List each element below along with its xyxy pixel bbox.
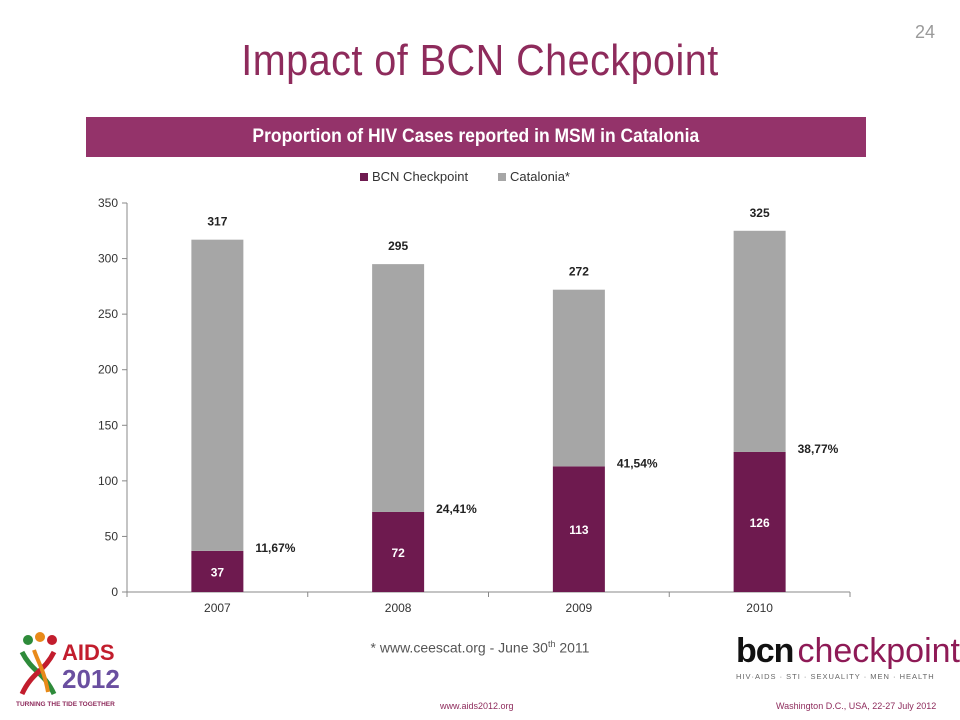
legend-label: Catalonia*	[510, 169, 570, 184]
bar-catalonia	[191, 239, 244, 551]
y-tick-label: 0	[111, 585, 118, 599]
y-tick-label: 250	[98, 307, 118, 321]
footer-location: Washington D.C., USA, 22-27 July 2012	[776, 701, 937, 711]
percent-label: 41,54%	[617, 456, 658, 470]
footer-website[interactable]: www.aids2012.org	[440, 701, 514, 711]
bcn-strong-text: bcn	[736, 632, 794, 670]
bar-catalonia	[552, 289, 605, 467]
y-tick-label: 300	[98, 252, 118, 266]
bcn-light-text: checkpoint	[797, 632, 960, 670]
legend-swatch	[498, 173, 506, 181]
aids-year-text: 2012	[62, 664, 120, 694]
aids-main-text: AIDS	[62, 640, 115, 665]
chart-title: Proportion of HIV Cases reported in MSM …	[252, 126, 700, 147]
total-value-label: 295	[388, 239, 408, 253]
bar-catalonia	[372, 264, 425, 512]
x-tick-label: 2008	[385, 601, 412, 615]
legend-swatch	[360, 173, 368, 181]
bcn-checkpoint-logo: bcn checkpoint HIV·AIDS · STI · SEXUALITY…	[736, 632, 960, 681]
bcn-tagline: HIV·AIDS · STI · SEXUALITY · MEN · HEALT…	[736, 672, 935, 681]
footnote-sup: th	[547, 639, 556, 649]
percent-label: 38,77%	[798, 442, 839, 456]
bcn-value-label: 113	[569, 523, 589, 537]
x-tick-label: 2007	[204, 601, 231, 615]
y-tick-label: 350	[98, 196, 118, 210]
x-tick-label: 2010	[746, 601, 773, 615]
footnote-main: * www.ceescat.org - June 30	[370, 639, 548, 656]
bcn-value-label: 72	[391, 546, 405, 560]
x-tick-label: 2009	[566, 601, 593, 615]
bar-catalonia	[733, 230, 786, 452]
footnote-year: 2011	[555, 639, 590, 656]
aids-2012-logo: AIDS 2012 TURNING THE TIDE TOGETHER	[14, 632, 124, 710]
ribbon-people-icon: AIDS 2012 TURNING THE TIDE TOGETHER	[16, 632, 120, 708]
total-value-label: 317	[207, 215, 227, 229]
percent-label: 11,67%	[255, 541, 295, 555]
bar-bcn-checkpoint	[191, 550, 244, 592]
y-tick-label: 200	[98, 363, 118, 377]
bar-bcn-checkpoint	[372, 511, 425, 592]
bcn-value-label: 37	[211, 565, 225, 579]
bcn-value-label: 126	[750, 516, 770, 530]
bar-bcn-checkpoint	[733, 451, 786, 592]
footnote: * www.ceescat.org - June 30th 2011	[0, 639, 960, 656]
total-value-label: 272	[569, 265, 589, 279]
percent-label: 24,41%	[436, 502, 477, 516]
aids-tagline: TURNING THE TIDE TOGETHER	[16, 701, 115, 708]
bar-bcn-checkpoint	[552, 466, 605, 592]
chart-title-banner: Proportion of HIV Cases reported in MSM …	[86, 117, 866, 157]
legend-label: BCN Checkpoint	[372, 169, 468, 184]
y-tick-label: 50	[105, 529, 119, 543]
y-tick-label: 150	[98, 418, 118, 432]
slide-title: Impact of BCN Checkpoint	[241, 36, 719, 85]
y-tick-label: 100	[98, 474, 118, 488]
total-value-label: 325	[750, 206, 770, 220]
page-number: 24	[915, 22, 936, 42]
